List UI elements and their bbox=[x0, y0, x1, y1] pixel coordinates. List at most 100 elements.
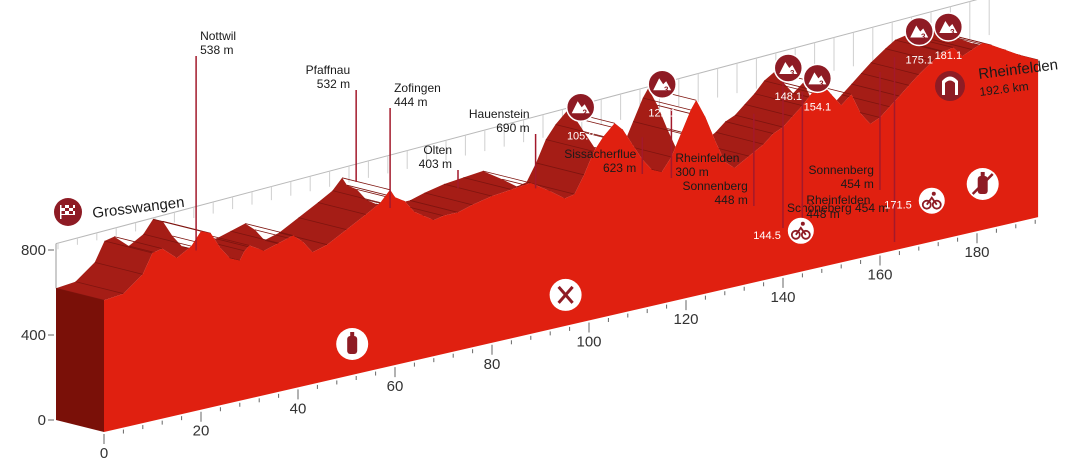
ridge-hatch bbox=[734, 114, 784, 128]
waypoint-elevation: 454 m bbox=[841, 177, 874, 191]
ridge-hatch bbox=[463, 177, 512, 190]
ridge-hatch bbox=[715, 131, 764, 145]
ridge-hatch bbox=[924, 37, 973, 50]
climb-category: 2 bbox=[582, 108, 587, 117]
waypoint-name: Pfaffnau bbox=[306, 63, 350, 77]
sprint-markers: 144.5 171.5 bbox=[753, 187, 945, 244]
waypoint-elevation: 538 m bbox=[200, 43, 233, 57]
ceiling-line bbox=[55, 0, 978, 289]
ridge-hatch bbox=[143, 233, 192, 247]
x-tick-label: 40 bbox=[290, 400, 307, 417]
flag-pole bbox=[60, 205, 62, 219]
ridge-hatch bbox=[317, 202, 366, 215]
ridge-hatch bbox=[555, 124, 604, 137]
finish-arch-shape bbox=[942, 76, 958, 95]
mountain-shape bbox=[808, 72, 827, 85]
sprint-km-label: 144.5 bbox=[753, 230, 781, 242]
x-tick-label: 20 bbox=[193, 423, 210, 440]
climb-markers: 2 105.3 3 122.1 3 148.1 3 154.1 3 175.1 3 181.1 bbox=[565, 12, 964, 142]
waypoint-elevation: 300 m bbox=[675, 165, 708, 179]
ridge-hatch bbox=[409, 200, 459, 213]
climb-category: 3 bbox=[790, 69, 795, 78]
ridge-hatch bbox=[851, 83, 900, 97]
checker-square bbox=[61, 205, 65, 208]
bike-wheel bbox=[931, 199, 942, 210]
ridge-hatch bbox=[764, 80, 813, 94]
checker-square bbox=[61, 211, 65, 214]
profile-front-face bbox=[104, 43, 1039, 432]
waypoint-name: Sonnenberg bbox=[682, 179, 747, 193]
y-axis: 0 400 800 bbox=[21, 242, 54, 429]
waypoint-elevation: 444 m bbox=[394, 95, 427, 109]
rider-head bbox=[931, 191, 936, 196]
ridge-hatch bbox=[114, 236, 163, 250]
mountain-shape bbox=[779, 62, 798, 75]
ridge-hatch bbox=[754, 93, 803, 107]
bottle-shape bbox=[347, 335, 358, 354]
x-tick-label: 140 bbox=[770, 289, 795, 306]
waypoint-elevation: 448 m bbox=[714, 193, 747, 207]
ridge-hatch bbox=[75, 281, 124, 295]
ridge-hatch bbox=[545, 139, 594, 152]
ridge-hatch bbox=[342, 177, 391, 191]
rider-head bbox=[800, 221, 805, 226]
waypoint-name: Sonnenberg bbox=[809, 163, 874, 177]
start-label: Grosswangen bbox=[91, 194, 185, 222]
y-tick-label: 800 bbox=[21, 242, 46, 259]
ridge-hatch bbox=[885, 48, 934, 62]
finish-distance: 192.6 km bbox=[979, 79, 1030, 99]
climb-category: 3 bbox=[664, 85, 669, 94]
bike-wheel bbox=[790, 229, 801, 240]
checker-square bbox=[69, 211, 73, 214]
strike-line bbox=[971, 173, 994, 195]
waypoint-name: Schöneberg 454 m bbox=[787, 201, 888, 215]
ridge-hatch bbox=[94, 261, 143, 275]
waypoint-name: Hauenstein bbox=[469, 107, 530, 121]
ridge-hatch bbox=[861, 72, 910, 86]
checker-square bbox=[73, 208, 75, 211]
waypoint-name: Nottwil bbox=[200, 29, 236, 43]
climb-km-label: 181.1 bbox=[935, 50, 963, 62]
waypoint-name: Zofingen bbox=[394, 81, 441, 95]
waypoint-elevation: 623 m bbox=[603, 161, 636, 175]
knife-shape bbox=[557, 285, 574, 304]
waypoint-elevation: 532 m bbox=[317, 77, 350, 91]
x-tick-label: 160 bbox=[867, 267, 892, 284]
bike-wheel bbox=[921, 199, 932, 210]
climb-km-label: 175.1 bbox=[905, 55, 933, 67]
climb-category: 3 bbox=[819, 79, 824, 88]
climb-km-label: 148.1 bbox=[775, 91, 803, 103]
start-marker: Grosswangen bbox=[54, 194, 185, 226]
waypoint-name: Rheinfelden bbox=[806, 193, 870, 207]
waypoint-elevation: 403 m bbox=[419, 157, 452, 171]
ceiling-line bbox=[55, 0, 978, 245]
ridge-hatch bbox=[482, 170, 531, 184]
y-tick-label: 0 bbox=[38, 412, 46, 429]
ridge-hatch bbox=[245, 223, 294, 236]
ridge-hatch bbox=[332, 190, 381, 204]
bottle-cap bbox=[980, 171, 985, 176]
ridge-hatch bbox=[230, 230, 279, 244]
x-tick-label: 0 bbox=[100, 445, 108, 462]
climb-category: 3 bbox=[921, 33, 926, 42]
x-tick-label: 180 bbox=[964, 244, 989, 261]
climb-km-label: 105.3 bbox=[567, 130, 595, 142]
bike-frame bbox=[926, 196, 938, 206]
finish-arch-icon bbox=[935, 71, 965, 101]
ridge-hatch bbox=[642, 97, 691, 111]
bike-wheel bbox=[800, 229, 811, 240]
checker-square bbox=[65, 208, 69, 211]
sprint-km-label: 171.5 bbox=[884, 200, 912, 212]
sprint-bike-icon bbox=[918, 187, 945, 214]
x-tick-label: 60 bbox=[387, 378, 404, 395]
ridge-hatch bbox=[424, 192, 473, 206]
checker-square bbox=[69, 205, 73, 208]
ridge-hatch bbox=[298, 217, 347, 230]
feed-markers bbox=[336, 167, 999, 360]
ridge-hatch bbox=[536, 162, 585, 176]
x-tick-label: 80 bbox=[484, 356, 501, 373]
waypoint-name: Olten bbox=[423, 143, 452, 157]
x-tick-label: 120 bbox=[673, 311, 698, 328]
ridge-hatch bbox=[725, 121, 774, 134]
